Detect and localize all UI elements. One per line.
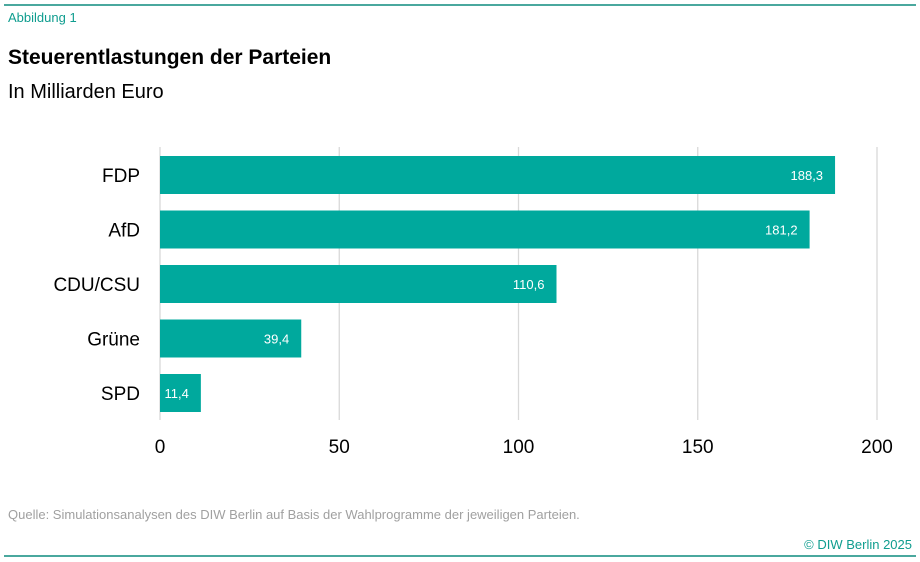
x-tick-label: 200	[861, 437, 893, 458]
bar	[160, 156, 836, 194]
category-label: Grüne	[87, 330, 140, 351]
bottom-rule	[4, 555, 916, 557]
data-label: 188,3	[791, 168, 824, 183]
x-tick-label: 0	[155, 437, 166, 458]
data-label: 110,6	[513, 277, 545, 292]
category-label: SPD	[101, 384, 140, 405]
copyright: © DIW Berlin 2025	[804, 537, 912, 552]
bar	[160, 210, 810, 249]
x-tick-label: 150	[682, 437, 714, 458]
top-rule	[4, 4, 916, 6]
category-label: CDU/CSU	[53, 275, 140, 296]
category-label: AfD	[108, 221, 140, 242]
bar	[160, 265, 557, 303]
bar	[160, 319, 302, 358]
chart-title: Steuerentlastungen der Parteien	[8, 46, 332, 69]
x-tick-label: 50	[329, 437, 350, 458]
source-note: Quelle: Simulationsanalysen des DIW Berl…	[8, 507, 580, 522]
x-tick-label: 100	[503, 437, 535, 458]
data-label: 11,4	[165, 386, 189, 401]
data-label: 181,2	[765, 223, 798, 238]
figure-label: Abbildung 1	[8, 10, 77, 25]
data-label: 39,4	[264, 332, 289, 347]
category-label: FDP	[102, 166, 140, 187]
bar	[160, 374, 201, 412]
chart-subtitle: In Milliarden Euro	[8, 81, 164, 103]
